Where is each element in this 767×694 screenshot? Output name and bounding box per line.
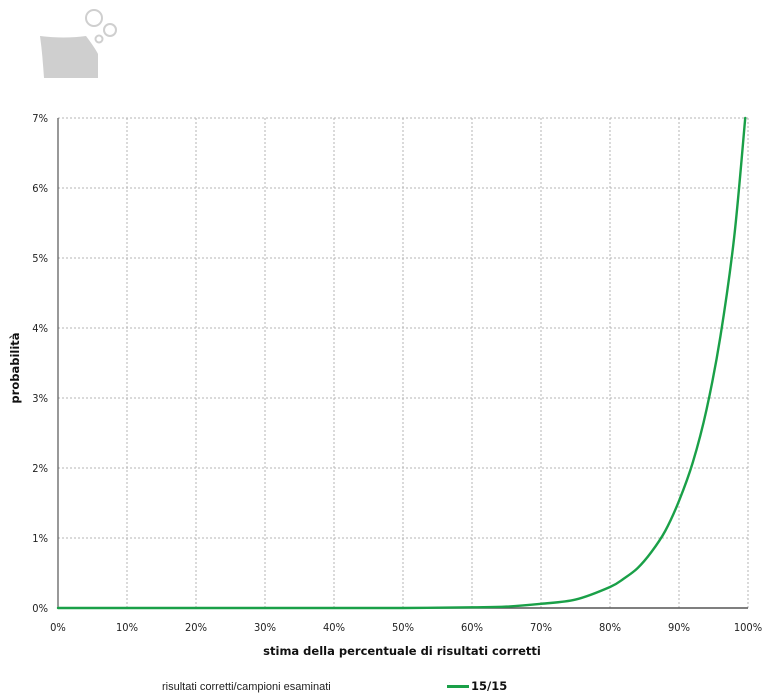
y-tick-label: 3% (32, 392, 48, 405)
grid (58, 117, 749, 608)
x-tick-label: 70% (530, 621, 552, 634)
sinking-ship-bubbles-icon (40, 9, 117, 78)
x-tick-label: 100% (734, 621, 762, 634)
y-tick-label: 0% (32, 602, 48, 615)
x-tick-label: 20% (185, 621, 207, 634)
x-tick-label: 90% (668, 621, 690, 634)
y-tick-label: 6% (32, 182, 48, 195)
y-tick-label: 5% (32, 252, 48, 265)
series-line-15-of-15 (56, 116, 747, 610)
y-tick-label: 1% (32, 532, 48, 545)
bubble-small (94, 34, 104, 44)
x-tick-label: 80% (599, 621, 621, 634)
series-lines (56, 116, 747, 610)
x-tick-label: 40% (323, 621, 345, 634)
y-tick-label: 2% (32, 462, 48, 475)
bubble-medium (103, 23, 117, 37)
y-tick-labels: 0% 1% 2% 3% 4% 5% 6% 7% (32, 112, 48, 615)
x-tick-labels: 0% 10% 20% 30% 40% 50% 60% 70% 80% 90% 100% (50, 621, 762, 634)
y-tick-label: 4% (32, 322, 48, 335)
ship-hull-shape (40, 36, 98, 78)
x-tick-label: 10% (116, 621, 138, 634)
x-tick-label: 30% (254, 621, 276, 634)
y-tick-label: 7% (32, 112, 48, 125)
x-tick-label: 0% (50, 621, 66, 634)
x-tick-label: 50% (392, 621, 414, 634)
x-axis-title: stima della percentuale di risultati cor… (263, 644, 541, 658)
x-tick-label: 60% (461, 621, 483, 634)
bubble-large (85, 9, 103, 27)
y-axis-title: probabilità (8, 332, 22, 403)
